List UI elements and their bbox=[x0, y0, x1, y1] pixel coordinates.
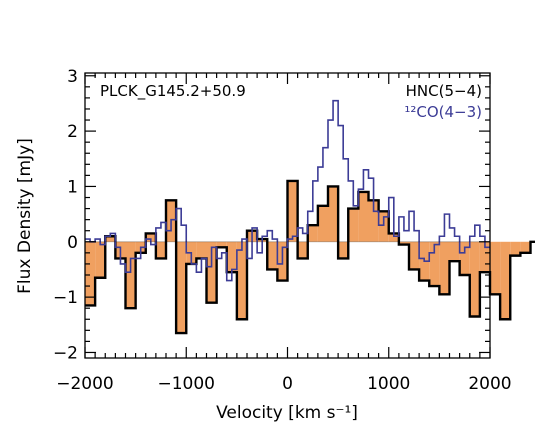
hnc-bin-fill bbox=[368, 200, 379, 242]
hnc-bin-fill bbox=[287, 180, 298, 242]
hnc-bin-fill bbox=[520, 241, 531, 253]
hnc-bin-fill bbox=[328, 186, 339, 242]
hnc-bin-fill bbox=[398, 241, 409, 245]
hnc-bin-fill bbox=[449, 241, 460, 262]
hnc-bin-fill bbox=[216, 241, 227, 248]
hnc-bin-fill bbox=[105, 236, 116, 242]
hnc-bin-fill bbox=[348, 208, 359, 242]
x-tick-label: 1000 bbox=[367, 374, 410, 394]
source-label: PLCK_G145.2+50.9 bbox=[100, 82, 246, 101]
series-hnc bbox=[85, 179, 535, 335]
hnc-bin-fill bbox=[85, 241, 96, 306]
hnc-bin-fill bbox=[206, 241, 217, 303]
y-tick-label: 1 bbox=[67, 177, 78, 197]
hnc-bin-fill bbox=[429, 241, 440, 287]
x-tick-label: −2000 bbox=[56, 374, 114, 394]
hnc-bin-fill bbox=[409, 241, 420, 270]
y-tick-label: 3 bbox=[67, 67, 78, 87]
ticks: −2000 −1000 0 1000 2000 −2 −1 0 1 2 3 bbox=[53, 67, 512, 394]
hnc-bin-fill bbox=[490, 241, 501, 295]
x-axis-label: Velocity [km s⁻¹] bbox=[216, 403, 358, 423]
hnc-bin-fill bbox=[317, 205, 328, 242]
hnc-bin-fill bbox=[378, 211, 389, 242]
hnc-bin-fill bbox=[176, 241, 187, 334]
hnc-bin-fill bbox=[358, 191, 369, 242]
x-tick-label: 2000 bbox=[468, 374, 511, 394]
hnc-bin-fill bbox=[510, 241, 521, 256]
hnc-bin-fill bbox=[145, 233, 156, 242]
hnc-bin-fill bbox=[267, 241, 278, 270]
hnc-bin-fill bbox=[196, 241, 207, 259]
hnc-bin-fill bbox=[459, 241, 470, 275]
x-tick-label: 0 bbox=[282, 374, 293, 394]
hnc-bin-fill bbox=[297, 241, 308, 259]
co-step-line bbox=[85, 99, 490, 282]
y-tick-label: −2 bbox=[53, 343, 78, 363]
hnc-bin-fill bbox=[236, 241, 247, 320]
hnc-bin-fill bbox=[469, 241, 480, 317]
y-tick-label: 0 bbox=[67, 233, 78, 253]
hnc-step-line bbox=[85, 179, 535, 335]
hnc-bin-fill bbox=[95, 241, 106, 278]
hnc-bin-fill bbox=[439, 241, 450, 295]
hnc-bin-fill bbox=[125, 241, 136, 309]
hnc-bin-fill bbox=[226, 241, 237, 273]
y-axis-label: Flux Density [mJy] bbox=[15, 138, 35, 294]
hnc-bin-fill bbox=[388, 233, 399, 242]
hnc-bin-fill bbox=[338, 241, 349, 259]
plot-area bbox=[85, 99, 535, 335]
x-tick-label: −1000 bbox=[157, 374, 215, 394]
hnc-bin-fill bbox=[155, 241, 166, 259]
series-co bbox=[85, 99, 490, 282]
hnc-bin-fill bbox=[479, 241, 490, 273]
legend-entry-hnc: HNC(5−4) bbox=[406, 82, 482, 100]
y-tick-label: 2 bbox=[67, 122, 78, 142]
y-tick-label: −1 bbox=[53, 288, 78, 308]
hnc-bin-fill bbox=[500, 241, 511, 320]
legend-entry-co: ¹²CO(4−3) bbox=[404, 103, 482, 121]
hnc-bin-fill bbox=[307, 225, 318, 242]
